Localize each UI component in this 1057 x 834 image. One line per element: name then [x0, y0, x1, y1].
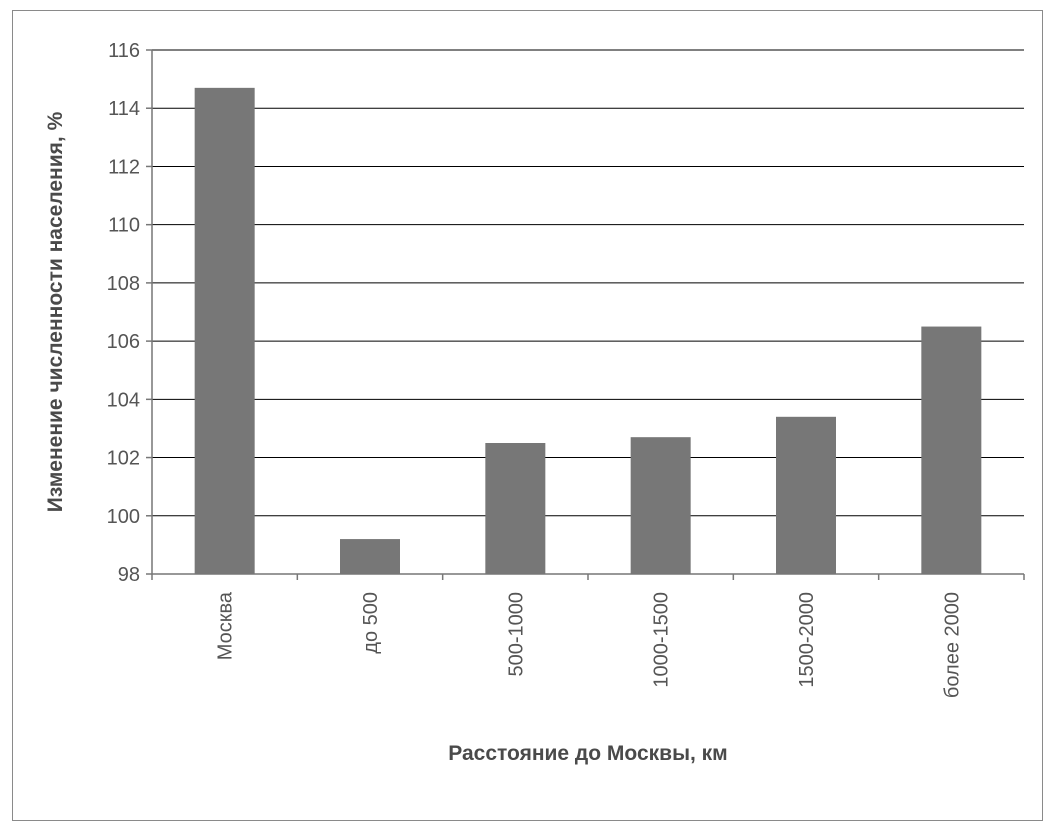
- bar: [630, 437, 691, 574]
- tick-labels: 98 100 102 104 106 108 110 112 114 116: [107, 40, 140, 586]
- y-axis-title: Изменение численности населения, %: [44, 111, 67, 512]
- x-axis-title: Расстояние до Москвы, км: [448, 742, 727, 765]
- bar: [485, 443, 546, 574]
- y-tick-label: 116: [108, 40, 140, 62]
- category-labels: Москва до 500 500-1000 1000-1500 1500-2000 бо…: [215, 591, 964, 698]
- x-category-label: Москва: [215, 591, 237, 660]
- x-category-label: более 2000: [941, 592, 963, 698]
- x-category-label: 500-1000: [505, 592, 527, 677]
- y-tick-label: 106: [107, 331, 140, 353]
- bars: [194, 87, 982, 574]
- gridlines: [152, 49, 1024, 517]
- y-tick-label: 104: [107, 389, 140, 411]
- bar: [776, 416, 836, 574]
- y-tick-label: 108: [107, 273, 140, 295]
- y-tick-label: 112: [108, 156, 140, 178]
- axes: [146, 49, 1025, 580]
- y-tick-label: 114: [108, 98, 140, 120]
- y-tick-label: 100: [107, 506, 140, 528]
- chart-frame: [12, 10, 1043, 821]
- y-tick-label: 98: [118, 564, 140, 586]
- x-category-label: 1500-2000: [796, 592, 818, 688]
- y-tick-label: 102: [107, 448, 140, 470]
- y-tick-label: 110: [108, 215, 140, 237]
- bar: [340, 539, 400, 574]
- bar: [194, 87, 255, 574]
- x-category-label: 1000-1500: [651, 592, 673, 688]
- bar: [921, 326, 982, 574]
- x-category-label: до 500: [360, 592, 382, 654]
